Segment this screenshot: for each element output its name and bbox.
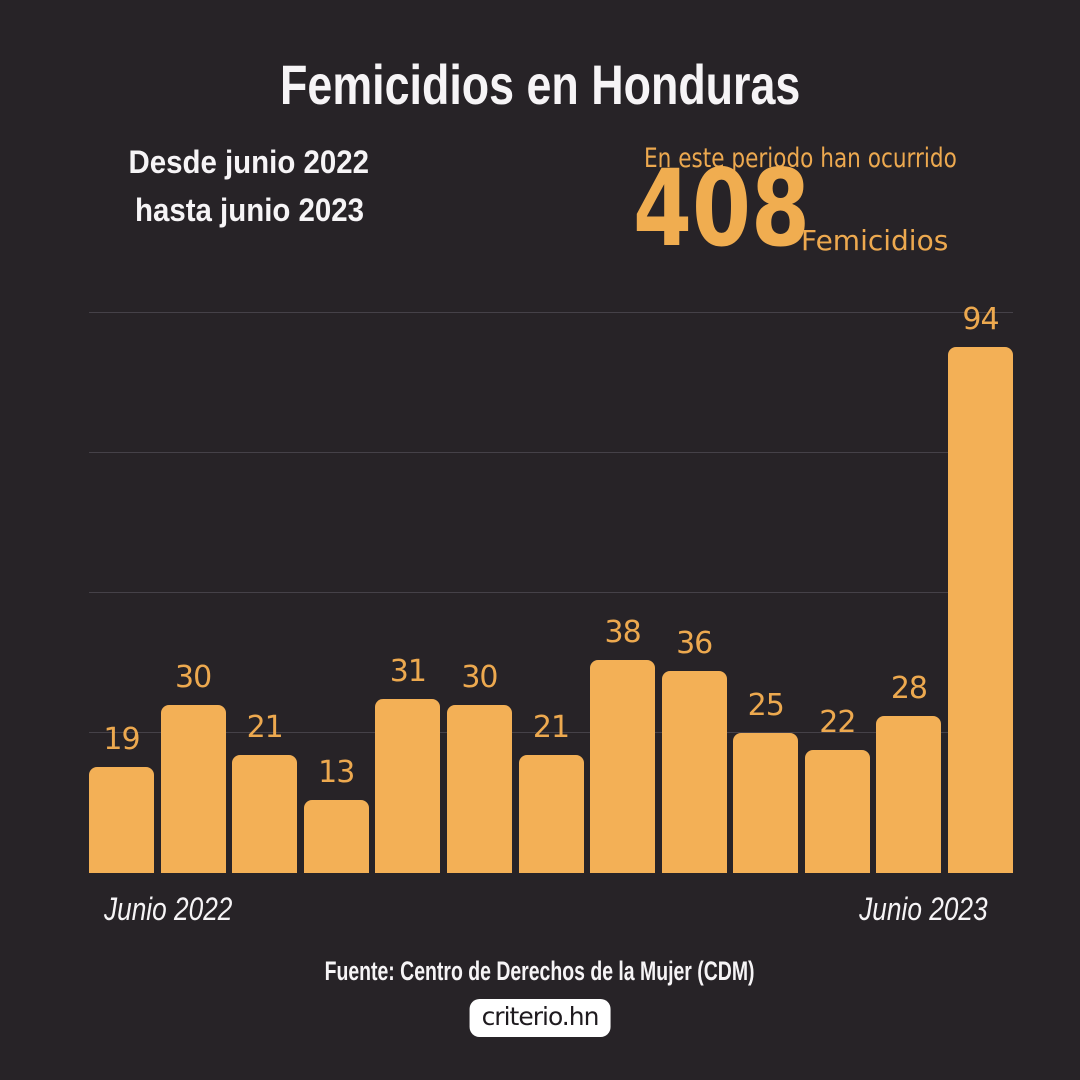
bar-month-12 bbox=[876, 716, 942, 873]
bar-value-label: 30 bbox=[174, 660, 212, 695]
bar-month-7 bbox=[518, 755, 584, 873]
bar-month-13 bbox=[948, 346, 1013, 873]
source-attribution: Fuente: Centro de Derechos de la Mujer (… bbox=[325, 956, 755, 986]
bar-month-8 bbox=[590, 660, 656, 873]
stat-unit-label: Femicidios bbox=[801, 224, 949, 257]
bar-value-label: 19 bbox=[103, 721, 140, 757]
criterio-logo-text: criterio.hn bbox=[481, 1002, 600, 1031]
bar-month-6 bbox=[446, 705, 512, 873]
bar-month-10 bbox=[733, 733, 799, 873]
bar-value-label: 21 bbox=[532, 710, 570, 746]
bar-month-9 bbox=[661, 671, 727, 873]
criterio-logo: criterio.hn bbox=[469, 999, 611, 1037]
bar-value-label: 30 bbox=[461, 660, 498, 695]
date-range-line1: Desde junio 2022 bbox=[128, 144, 370, 180]
bar-value-label: 21 bbox=[246, 710, 284, 746]
stat-total-value: 408 bbox=[633, 147, 811, 270]
x-axis-start-label: Junio 2022 bbox=[104, 891, 233, 927]
bar-month-4 bbox=[303, 800, 369, 873]
bar-value-label: 28 bbox=[890, 671, 928, 707]
bar-value-label: 94 bbox=[962, 301, 999, 337]
date-range: Desde junio 2022 hasta junio 2023 bbox=[118, 138, 380, 234]
page-title: Femicidios en Honduras bbox=[279, 53, 801, 116]
plot-area: 19 30 21 13 31 30 21 38 36 25 22 28 94 bbox=[89, 302, 1013, 873]
date-range-line2: hasta junio 2023 bbox=[134, 192, 364, 228]
bar-value-label: 36 bbox=[676, 626, 713, 662]
bar-value-label: 38 bbox=[604, 615, 641, 651]
bar-month-1 bbox=[89, 766, 154, 873]
bar-month-2 bbox=[160, 705, 226, 873]
bar-value-label: 31 bbox=[389, 654, 427, 690]
gridline-50 bbox=[89, 592, 1013, 593]
gridline-75 bbox=[89, 452, 1013, 453]
bar-month-3 bbox=[232, 755, 298, 873]
gridline-25 bbox=[89, 732, 1013, 733]
stat-intro-text: En este periodo han ocurrido bbox=[644, 143, 957, 174]
bar-value-label: 13 bbox=[318, 755, 355, 791]
bar-month-5 bbox=[375, 699, 441, 873]
bar-value-label: 22 bbox=[819, 704, 856, 740]
bar-month-11 bbox=[804, 749, 870, 873]
x-axis-end-label: Junio 2023 bbox=[859, 891, 988, 927]
gridline-100 bbox=[89, 312, 1013, 313]
bar-value-label: 25 bbox=[747, 688, 785, 723]
